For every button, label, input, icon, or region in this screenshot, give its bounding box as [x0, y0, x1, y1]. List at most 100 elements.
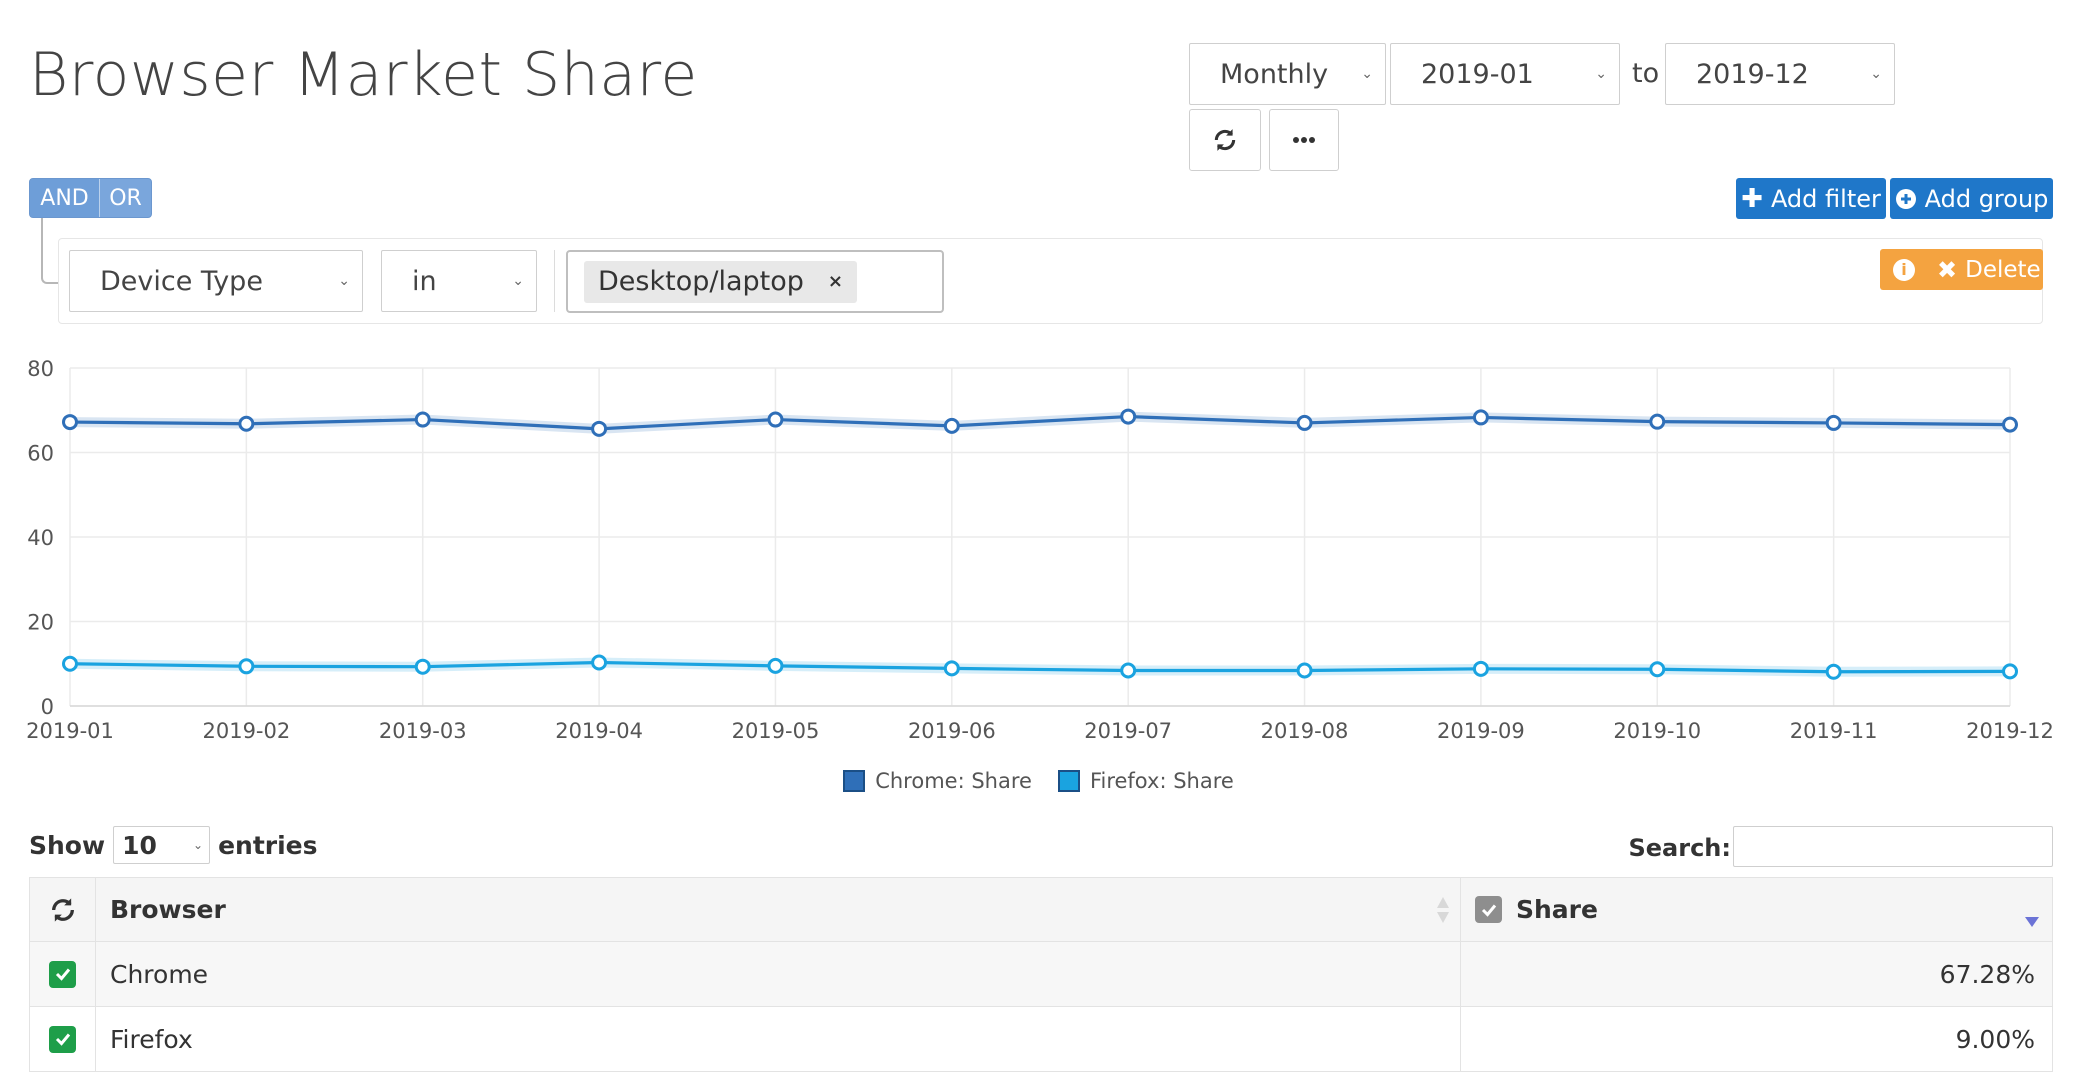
- sort-icon: [1437, 896, 1449, 923]
- show-label: Show: [29, 830, 106, 860]
- table-header-row: Browser Share: [29, 877, 2053, 942]
- entries-select[interactable]: 10 ⌄: [113, 826, 211, 864]
- data-point[interactable]: [1296, 414, 1313, 431]
- rule-field-select[interactable]: Device Type ⌄: [69, 250, 363, 312]
- search-label: Search:: [1628, 834, 1731, 862]
- data-point[interactable]: [1296, 662, 1313, 679]
- data-point[interactable]: [62, 655, 78, 672]
- data-point[interactable]: [1649, 413, 1666, 430]
- rule-operator-select[interactable]: in ⌄: [381, 250, 537, 312]
- data-point[interactable]: [1649, 661, 1666, 678]
- legend-item-firefox[interactable]: Firefox: Share: [1057, 769, 1234, 793]
- y-tick-label: 0: [41, 695, 54, 719]
- group-connector: [41, 218, 59, 284]
- data-point[interactable]: [767, 411, 784, 428]
- data-point[interactable]: [1472, 409, 1489, 426]
- interval-select[interactable]: Monthly ⌄: [1189, 43, 1386, 105]
- chevron-down-icon: ⌄: [512, 273, 524, 289]
- y-tick-label: 20: [27, 611, 54, 635]
- range-start-select[interactable]: 2019-01 ⌄: [1390, 43, 1620, 105]
- more-options-button[interactable]: [1269, 109, 1339, 171]
- data-point[interactable]: [1472, 660, 1489, 677]
- plus-circle-icon: [1895, 188, 1916, 209]
- cell-share-text: 67.28%: [1939, 959, 2035, 989]
- entries-value: 10: [122, 830, 157, 860]
- checkbox-icon[interactable]: [49, 960, 76, 988]
- cell-share-text: 9.00%: [1955, 1024, 2035, 1054]
- column-header-share[interactable]: Share: [1460, 878, 2053, 941]
- table-row: Chrome 67.28%: [29, 942, 2053, 1007]
- checkbox-icon[interactable]: [1475, 896, 1502, 923]
- data-point[interactable]: [943, 660, 960, 677]
- data-point[interactable]: [591, 654, 608, 671]
- range-end-select[interactable]: 2019-12 ⌄: [1665, 43, 1895, 105]
- table-row: Firefox 9.00%: [29, 1007, 2053, 1072]
- data-point[interactable]: [1120, 408, 1137, 425]
- add-filter-button[interactable]: ✚ Add filter: [1736, 178, 1886, 219]
- x-tick-label: 2019-12: [1966, 719, 2054, 743]
- data-point[interactable]: [62, 414, 78, 431]
- rule-value-input[interactable]: Desktop/laptop ×: [566, 250, 944, 313]
- range-to-label: to: [1632, 58, 1660, 89]
- and-or-toggle: AND OR: [29, 178, 152, 218]
- x-tick-label: 2019-03: [379, 719, 467, 743]
- remove-tag-icon[interactable]: ×: [827, 271, 843, 292]
- series-line-1: [69, 660, 2011, 674]
- data-point[interactable]: [767, 657, 784, 674]
- delete-rule-button[interactable]: i ✖ Delete: [1880, 249, 2043, 290]
- data-point[interactable]: [2002, 416, 2018, 433]
- data-point[interactable]: [943, 417, 960, 434]
- y-tick-label: 60: [27, 442, 54, 466]
- chart-series: [62, 408, 2018, 680]
- column-header-share-label: Share: [1516, 895, 1598, 924]
- data-point[interactable]: [414, 411, 431, 428]
- column-header-browser-label: Browser: [110, 895, 226, 924]
- data-point[interactable]: [2002, 663, 2018, 680]
- data-point[interactable]: [238, 658, 255, 675]
- search-input[interactable]: [1733, 826, 2053, 867]
- data-point[interactable]: [238, 415, 255, 432]
- close-icon: ✖: [1937, 255, 1958, 284]
- data-point[interactable]: [1825, 414, 1842, 431]
- cell-share: 67.28%: [1460, 942, 2053, 1006]
- x-tick-label: 2019-06: [908, 719, 996, 743]
- checkbox-icon[interactable]: [49, 1025, 76, 1053]
- refresh-button[interactable]: [1189, 109, 1261, 171]
- series-line-0: [69, 414, 2011, 431]
- rule-operator-value: in: [412, 265, 437, 297]
- cell-browser-text: Chrome: [110, 959, 209, 989]
- info-icon: i: [1893, 258, 1915, 281]
- reload-column-header[interactable]: [29, 878, 95, 941]
- data-point[interactable]: [591, 420, 608, 437]
- data-point[interactable]: [1825, 663, 1842, 680]
- delete-label: Delete: [1965, 256, 2041, 283]
- add-filter-label: Add filter: [1770, 184, 1881, 213]
- cell-browser: Chrome: [95, 942, 1460, 1006]
- sort-desc-icon: [2025, 917, 2039, 927]
- column-header-browser[interactable]: Browser: [95, 878, 1460, 941]
- y-tick-label: 80: [27, 357, 54, 381]
- cell-browser-text: Firefox: [110, 1024, 193, 1054]
- legend-label-chrome: Chrome: Share: [875, 769, 1032, 793]
- cell-browser: Firefox: [95, 1007, 1460, 1071]
- refresh-icon: [1214, 129, 1236, 151]
- x-tick-label: 2019-09: [1437, 719, 1525, 743]
- range-end-value: 2019-12: [1696, 58, 1809, 90]
- add-group-label: Add group: [1924, 184, 2049, 213]
- refresh-icon: [51, 897, 74, 922]
- y-tick-label: 40: [27, 526, 54, 550]
- and-button[interactable]: AND: [30, 179, 100, 217]
- or-button[interactable]: OR: [109, 185, 142, 211]
- interval-value: Monthly: [1220, 58, 1329, 90]
- data-point[interactable]: [1120, 662, 1137, 679]
- legend-item-chrome[interactable]: Chrome: Share: [843, 769, 1032, 793]
- show-entries-row: Show 10 ⌄ entries: [29, 826, 318, 864]
- chart-legend: Chrome: Share Firefox: Share: [0, 769, 2077, 793]
- chevron-down-icon: ⌄: [338, 273, 350, 289]
- cell-share: 9.00%: [1460, 1007, 2053, 1071]
- data-point[interactable]: [414, 658, 431, 675]
- add-group-button[interactable]: Add group: [1890, 178, 2053, 219]
- x-tick-label: 2019-05: [732, 719, 820, 743]
- y-axis: 0 20 40 60 80: [27, 357, 54, 719]
